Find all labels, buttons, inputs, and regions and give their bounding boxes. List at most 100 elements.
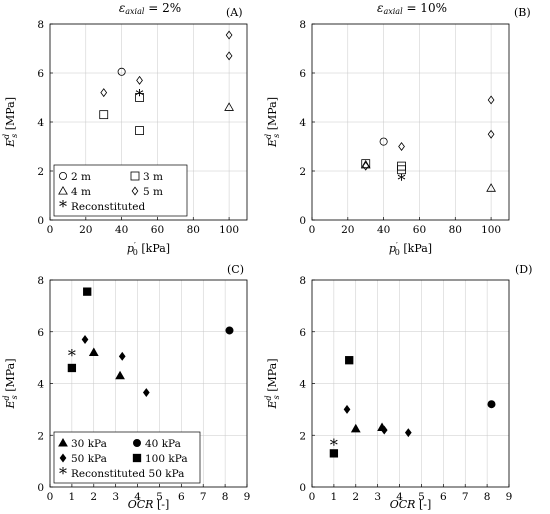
series-100-kpa [329, 356, 354, 458]
x-tick-label: 6 [440, 491, 447, 503]
series-100-kpa [67, 287, 92, 373]
series-5-m [362, 95, 495, 171]
legend-label: 50 kPa [71, 453, 107, 465]
series-reconstituted-50-kpa: * [68, 346, 76, 365]
data-point [225, 30, 233, 40]
legend-label: 5 m [143, 186, 163, 198]
y-tick-label: 6 [37, 68, 44, 80]
x-tick-label: 3 [112, 491, 119, 503]
y-tick-label: 4 [37, 117, 44, 129]
y-axis-label: Eds [MPa] [264, 97, 281, 148]
data-point [487, 95, 495, 105]
legend-marker [58, 437, 68, 447]
data-point [136, 75, 143, 85]
x-tick-label: 8 [484, 491, 491, 503]
data-point [100, 88, 108, 98]
y-tick-label: 2 [37, 430, 44, 442]
data-point [67, 363, 77, 373]
data-point [329, 449, 339, 458]
data-point [117, 67, 126, 76]
y-tick-label: 0 [299, 215, 306, 227]
x-tick-label: 9 [506, 491, 513, 503]
x-tick-label: 100 [219, 224, 239, 236]
data-point: * [68, 346, 76, 365]
series-reconstituted-50-kpa: * [330, 435, 338, 454]
legend-label: 40 kPa [145, 438, 181, 450]
y-axis-label: Eds [MPa] [264, 358, 281, 409]
x-tick-label: 2 [90, 491, 97, 503]
series-4-m [224, 102, 234, 111]
series-reconstituted: * [398, 171, 406, 190]
legend-label: 3 m [143, 171, 163, 183]
x-tick-label: 1 [331, 491, 338, 503]
x-tick-label: 60 [413, 224, 426, 236]
legend: 2 m 3 m 4 m 5 m * Reconstituted [53, 164, 188, 217]
legend-marker [132, 453, 142, 463]
data-point [404, 428, 412, 438]
data-point [487, 129, 495, 139]
y-tick-label: 2 [37, 166, 44, 178]
legend-box [53, 164, 188, 217]
series-40-kpa [225, 326, 234, 335]
data-point [398, 142, 405, 151]
y-tick-label: 6 [299, 327, 306, 339]
x-tick-label: 80 [449, 224, 462, 236]
x-axis-label: OCR [-] [390, 498, 432, 511]
x-tick-label: 0 [309, 224, 316, 236]
chart-panel-b: 0 20 40 60 80 100 0 2 4 6 8 εaxial = 10% (B) p′ 0 [kPa… [264, 1, 531, 257]
x-tick-label: 100 [481, 224, 501, 236]
series-4-m [360, 159, 496, 192]
data-point [135, 93, 144, 102]
data-point: * [398, 171, 406, 190]
data-point [350, 423, 361, 433]
panel-label: (D) [515, 263, 532, 276]
data-point [380, 425, 388, 435]
legend-marker [132, 438, 141, 447]
series-2-m [117, 67, 126, 76]
data-point [83, 287, 92, 296]
data-point [118, 351, 126, 361]
chart-panel-d: 0 1 2 3 4 5 6 7 8 9 0 2 4 6 8 (D) OCR [-] Eds [MPa] * [264, 263, 532, 511]
y-tick-label: 0 [299, 482, 306, 494]
legend-marker [59, 453, 67, 463]
data-point [379, 137, 388, 146]
chart-title: εaxial = 2% [119, 1, 181, 16]
data-point [142, 388, 150, 398]
data-point [224, 102, 234, 111]
x-axis-label: p′ 0 [kPa] [127, 241, 170, 257]
series-2-m [379, 137, 388, 146]
x-tick-label: 80 [187, 224, 200, 236]
legend-box [53, 431, 201, 484]
x-tick-label: 5 [156, 491, 163, 503]
series-40-kpa [487, 400, 496, 409]
series-30-kpa [88, 347, 125, 380]
y-tick-label: 8 [37, 275, 44, 287]
legend-marker [130, 171, 140, 181]
y-tick-label: 4 [37, 379, 44, 391]
y-tick-label: 8 [37, 19, 44, 31]
data-point [225, 326, 234, 335]
data-point [88, 347, 99, 357]
data-point [135, 126, 144, 135]
x-tick-label: 40 [115, 224, 128, 236]
legend-marker [59, 171, 68, 180]
x-tick-label: 0 [309, 491, 316, 503]
data-point [225, 51, 233, 61]
x-tick-label: 5 [418, 491, 425, 503]
series-3-m [99, 93, 144, 135]
legend-label: 30 kPa [71, 438, 107, 450]
x-tick-label: 60 [151, 224, 164, 236]
legend-label: Reconstituted [71, 201, 145, 213]
x-tick-label: 0 [47, 224, 54, 236]
data-point [99, 110, 109, 120]
data-point: * [136, 86, 144, 105]
data-point: * [330, 435, 338, 454]
data-point [397, 165, 406, 175]
y-tick-label: 0 [37, 482, 44, 494]
y-axis-label: Eds [MPa] [2, 97, 19, 148]
series-30-kpa [350, 422, 387, 433]
series-5-m [100, 30, 233, 98]
legend-marker [58, 185, 68, 195]
x-axis-label: OCR [-] [128, 498, 170, 511]
